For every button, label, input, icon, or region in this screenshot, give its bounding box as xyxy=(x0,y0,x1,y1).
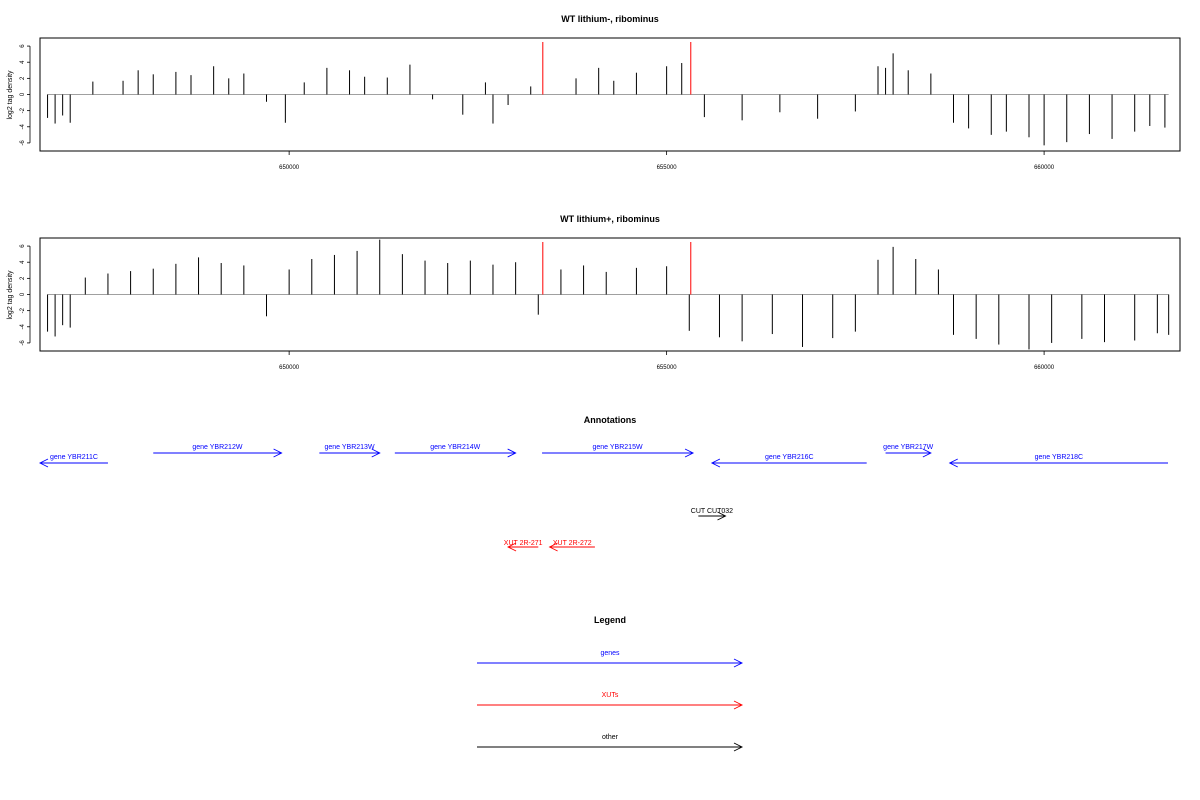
gene-feature: gene YBR217W xyxy=(883,444,934,458)
y-axis: -6 -4 -2 0 2 4 6 xyxy=(20,44,31,146)
x-tick-label: 655000 xyxy=(657,165,678,171)
gene-feature: gene YBR218C xyxy=(948,454,1168,468)
panel-title: WT lithium+, ribominus xyxy=(560,214,660,224)
bar-series xyxy=(47,53,1169,146)
plot-frame xyxy=(39,37,1181,152)
y-tick-label: -2 xyxy=(20,307,26,313)
marker-lines xyxy=(542,242,692,295)
legend-item: other xyxy=(477,734,744,752)
xut-feature-label: XUT 2R-272 xyxy=(553,540,592,547)
x-tick-label: 650000 xyxy=(279,165,300,171)
other-feature-label: CUT CUT032 xyxy=(691,508,733,515)
x-tick-label: 655000 xyxy=(657,365,678,371)
y-tick-label: -6 xyxy=(20,140,26,146)
marker-lines xyxy=(542,42,692,95)
legend-items: genes XUTs other xyxy=(477,650,744,752)
legend-item: XUTs xyxy=(477,692,744,710)
y-tick-label: 4 xyxy=(20,60,26,64)
y-tick-label: 0 xyxy=(20,92,26,96)
y-tick-label: 4 xyxy=(20,260,26,264)
x-axis: 650000 655000 660000 xyxy=(279,151,1055,171)
plot-frame xyxy=(39,237,1181,352)
gene-feature: gene YBR212W xyxy=(153,444,283,458)
gene-feature: gene YBR213W xyxy=(319,444,381,458)
other-feature: CUT CUT032 xyxy=(691,508,733,521)
gene-feature: gene YBR214W xyxy=(394,444,517,458)
panel-wt-lithium-plus: WT lithium+, ribominus log2 tag density … xyxy=(7,214,1181,371)
gene-feature: gene YBR215W xyxy=(542,444,695,458)
panel-wt-lithium-minus: WT lithium-, ribominus log2 tag density … xyxy=(7,14,1181,171)
legend-item-label: other xyxy=(602,734,619,741)
annotation-features: gene YBR211C gene YBR212W gene YBR213W gene… xyxy=(38,444,1168,552)
y-tick-label: 6 xyxy=(20,244,26,248)
y-tick-label: -2 xyxy=(20,107,26,113)
gene-feature-label: gene YBR218C xyxy=(1035,454,1084,461)
gene-feature-label: gene YBR216C xyxy=(765,454,814,461)
x-tick-label: 660000 xyxy=(1034,165,1055,171)
y-tick-label: 2 xyxy=(20,276,26,280)
gene-feature: gene YBR211C xyxy=(38,454,108,468)
x-axis: 650000 655000 660000 xyxy=(279,351,1055,371)
legend-item-label: XUTs xyxy=(602,692,619,699)
panel-title: WT lithium-, ribominus xyxy=(561,14,659,24)
y-tick-label: 0 xyxy=(20,292,26,296)
x-tick-label: 650000 xyxy=(279,365,300,371)
gene-feature-label: gene YBR217W xyxy=(883,444,933,451)
y-axis: -6 -4 -2 0 2 4 6 xyxy=(20,244,31,346)
legend-item: genes xyxy=(477,650,744,668)
y-tick-label: -4 xyxy=(20,323,26,329)
xut-feature: XUT 2R-272 xyxy=(548,540,595,552)
y-tick-label: 2 xyxy=(20,76,26,80)
y-tick-label: 6 xyxy=(20,44,26,48)
gene-feature-label: gene YBR214W xyxy=(430,444,480,451)
gene-feature: gene YBR216C xyxy=(710,454,867,468)
gene-feature-label: gene YBR212W xyxy=(192,444,242,451)
gene-feature-label: gene YBR215W xyxy=(593,444,643,451)
legend: Legend genes XUTs other xyxy=(477,615,744,752)
legend-item-label: genes xyxy=(600,650,620,657)
gene-feature-label: gene YBR211C xyxy=(50,454,98,461)
y-axis-label: log2 tag density xyxy=(7,270,14,320)
legend-title: Legend xyxy=(594,615,626,625)
annotations-title: Annotations xyxy=(584,415,637,425)
y-axis-label: log2 tag density xyxy=(7,70,14,120)
xut-feature-label: XUT 2R-271 xyxy=(504,540,543,547)
x-tick-label: 660000 xyxy=(1034,365,1055,371)
y-tick-label: -4 xyxy=(20,123,26,129)
gene-feature-label: gene YBR213W xyxy=(324,444,374,451)
bar-series xyxy=(47,239,1170,350)
xut-feature: XUT 2R-271 xyxy=(504,540,543,552)
y-tick-label: -6 xyxy=(20,340,26,346)
